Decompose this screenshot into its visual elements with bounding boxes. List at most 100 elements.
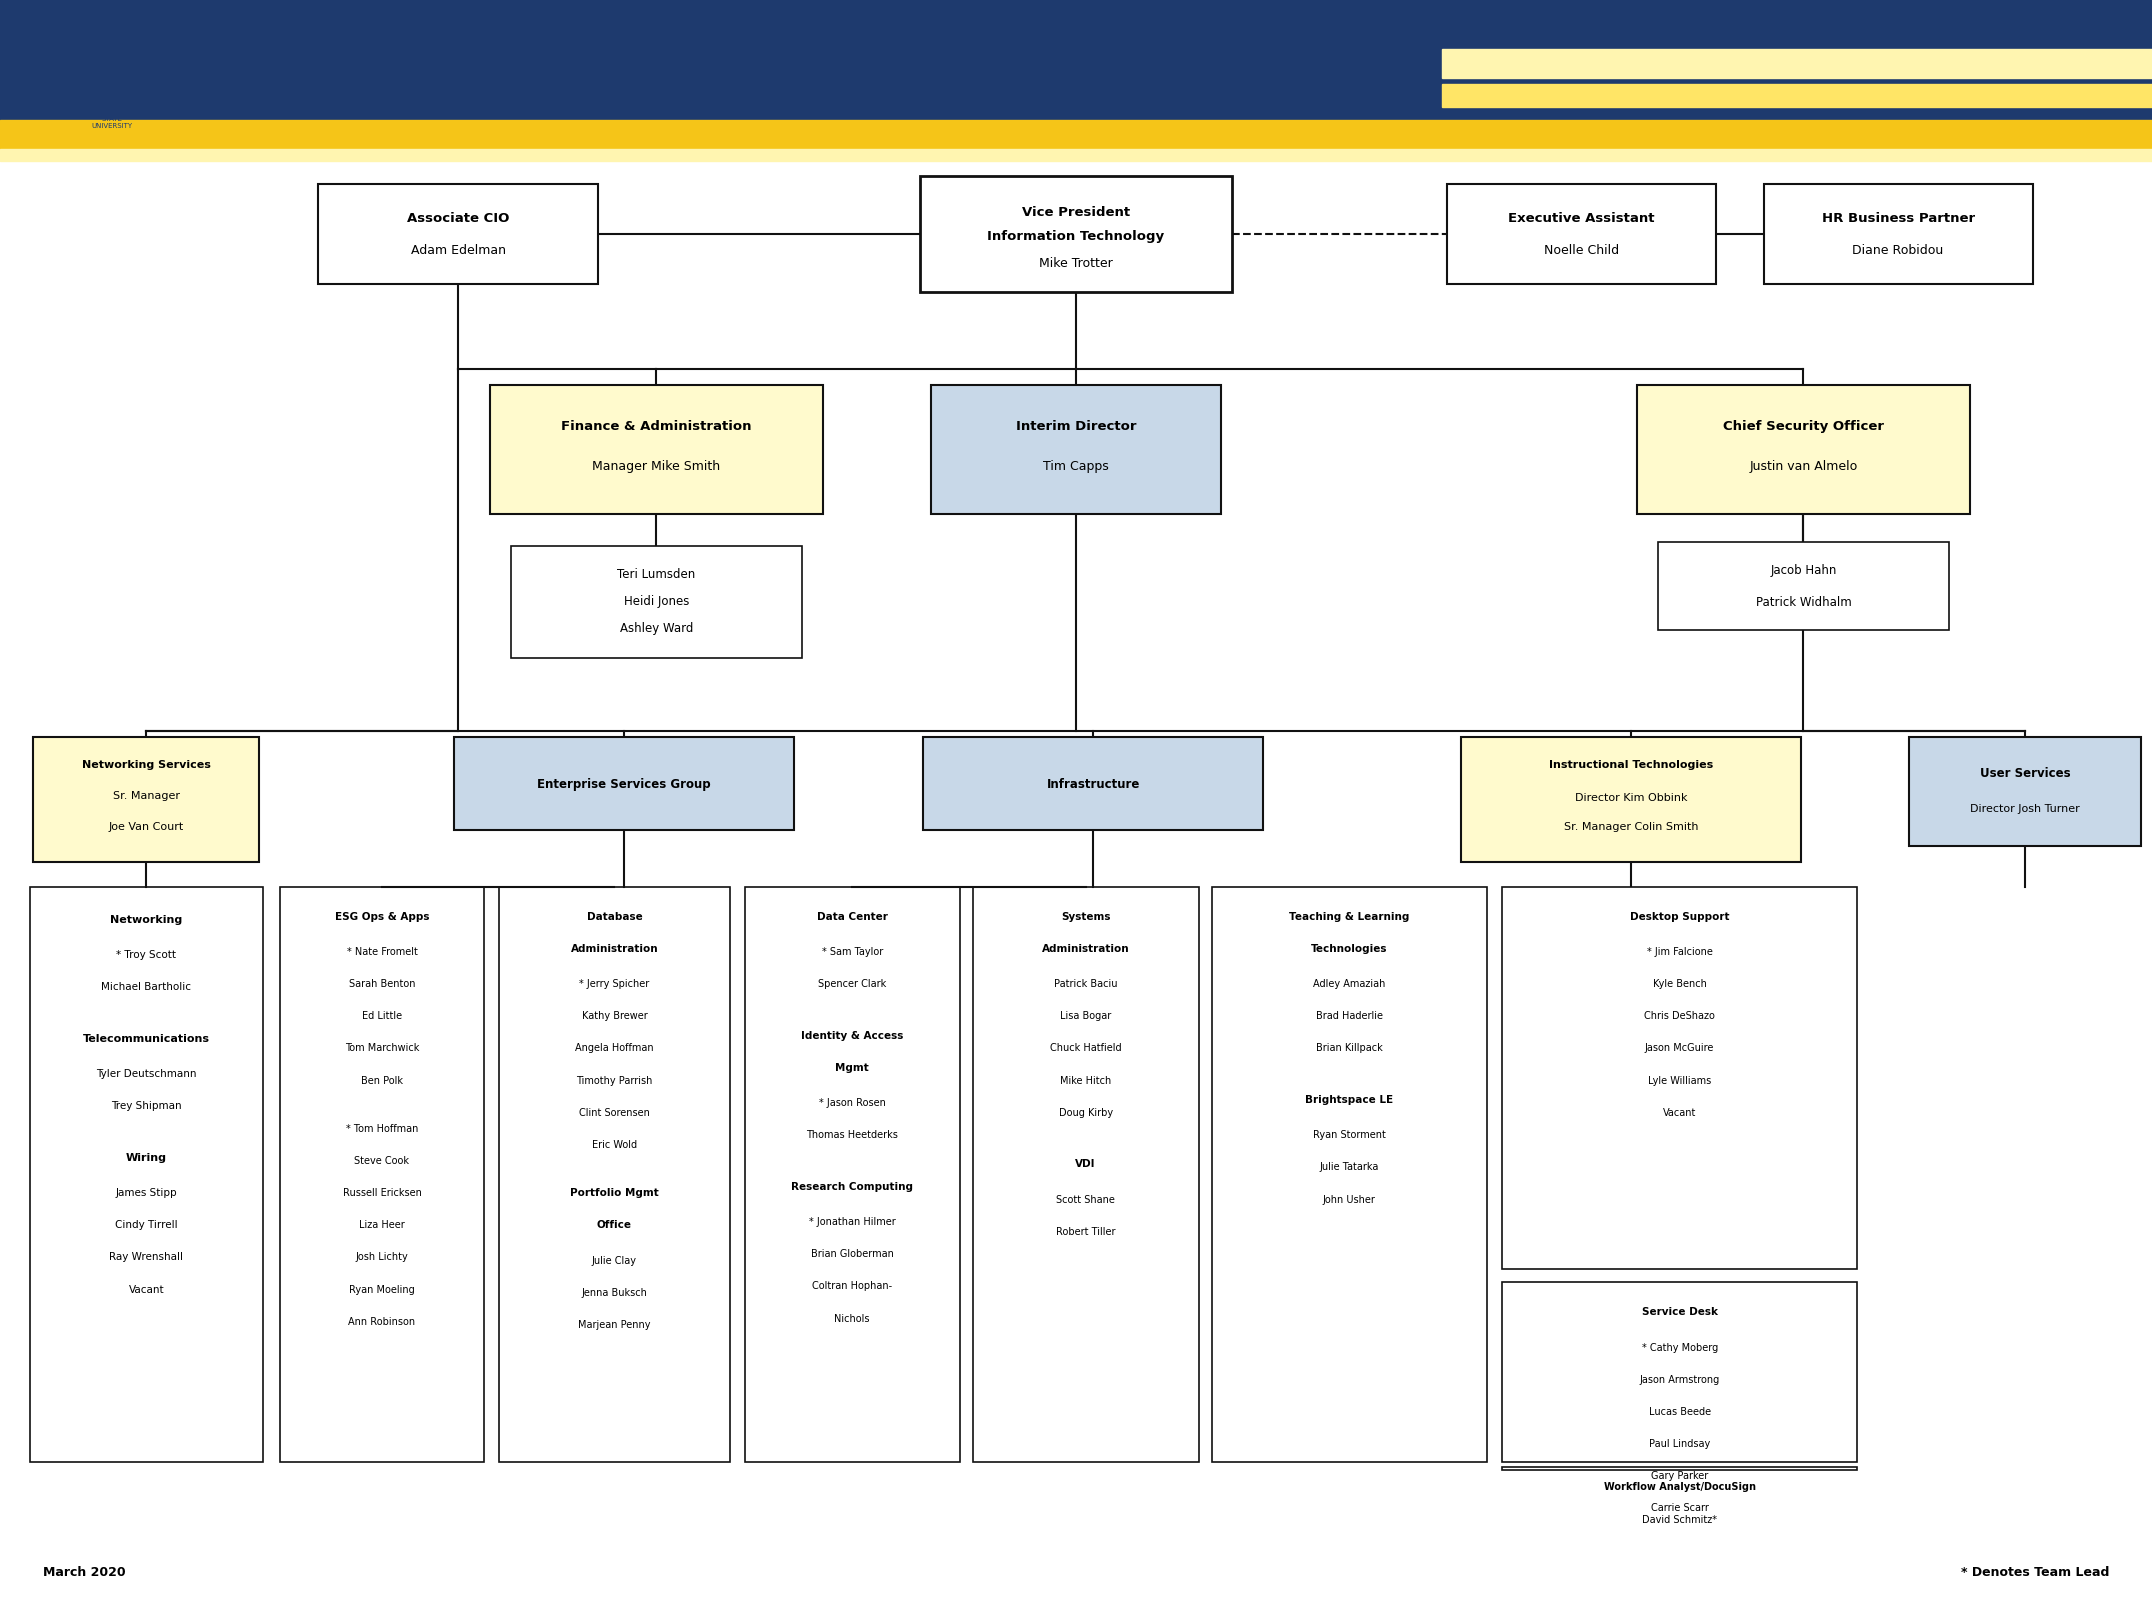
Text: Ryan Moeling: Ryan Moeling [349, 1284, 415, 1294]
Text: Nichols: Nichols [835, 1313, 869, 1323]
FancyBboxPatch shape [973, 887, 1199, 1462]
Text: Director Josh Turner: Director Josh Turner [1971, 804, 2079, 813]
FancyBboxPatch shape [1502, 1467, 1857, 1470]
FancyBboxPatch shape [0, 149, 2152, 162]
Text: Tim Capps: Tim Capps [1044, 460, 1108, 472]
Text: Angela Hoffman: Angela Hoffman [575, 1043, 654, 1053]
Text: Steve Cook: Steve Cook [355, 1155, 409, 1165]
FancyBboxPatch shape [499, 887, 730, 1462]
FancyBboxPatch shape [1212, 887, 1487, 1462]
Text: Portfolio Mgmt: Portfolio Mgmt [570, 1188, 659, 1197]
FancyBboxPatch shape [923, 738, 1263, 831]
FancyBboxPatch shape [1461, 738, 1801, 863]
Text: Infrastructure: Infrastructure [1046, 778, 1141, 791]
FancyBboxPatch shape [1442, 85, 2152, 108]
Text: User Services: User Services [1980, 767, 2070, 779]
Text: Ryan Storment: Ryan Storment [1313, 1130, 1386, 1139]
Text: Chuck Hatfield: Chuck Hatfield [1050, 1043, 1121, 1053]
FancyBboxPatch shape [34, 738, 258, 863]
Text: March 2020: March 2020 [43, 1565, 125, 1578]
Text: Jason Armstrong: Jason Armstrong [1640, 1374, 1719, 1384]
Text: Executive Assistant: Executive Assistant [1509, 212, 1655, 225]
Text: Ray Wrenshall: Ray Wrenshall [110, 1252, 183, 1261]
Text: Jacob Hahn: Jacob Hahn [1771, 564, 1836, 577]
Text: Carrie Scarr: Carrie Scarr [1651, 1503, 1709, 1512]
Text: Desktop Support: Desktop Support [1629, 911, 1730, 921]
FancyBboxPatch shape [318, 185, 598, 284]
Text: HR Business Partner: HR Business Partner [1821, 212, 1976, 225]
Text: Joe Van Court: Joe Van Court [110, 821, 183, 831]
Text: Director Kim Obbink: Director Kim Obbink [1575, 792, 1687, 802]
Text: Patrick Widhalm: Patrick Widhalm [1756, 596, 1851, 609]
Text: * Troy Scott: * Troy Scott [116, 950, 176, 959]
Text: Administration: Administration [1042, 943, 1130, 953]
Text: Coltran Hophan-: Coltran Hophan- [811, 1281, 893, 1290]
Text: * Nate Fromelt: * Nate Fromelt [346, 947, 417, 956]
FancyBboxPatch shape [1636, 386, 1971, 514]
Text: David Schmitz*: David Schmitz* [1642, 1514, 1717, 1523]
Text: Data Center: Data Center [818, 911, 887, 921]
Text: Vice President: Vice President [1022, 206, 1130, 219]
Text: Associate CIO: Associate CIO [407, 212, 510, 225]
Text: Sr. Manager: Sr. Manager [112, 791, 181, 800]
Text: Technologies: Technologies [1311, 943, 1388, 953]
FancyBboxPatch shape [1657, 542, 1950, 630]
Text: * Jerry Spicher: * Jerry Spicher [579, 979, 650, 988]
Text: Brian Globerman: Brian Globerman [811, 1249, 893, 1258]
Text: Tom Marchwick: Tom Marchwick [344, 1043, 420, 1053]
Text: Chief Security Officer: Chief Security Officer [1724, 419, 1883, 432]
Text: Administration: Administration [570, 943, 659, 953]
Text: Workflow Analyst/DocuSign: Workflow Analyst/DocuSign [1603, 1482, 1756, 1491]
Text: Systems: Systems [1061, 911, 1110, 921]
Text: Ed Little: Ed Little [362, 1011, 402, 1020]
Text: Michael Bartholic: Michael Bartholic [101, 982, 192, 992]
Text: Gary Parker: Gary Parker [1651, 1470, 1709, 1480]
Text: Lucas Beede: Lucas Beede [1648, 1406, 1711, 1416]
Text: Lisa Bogar: Lisa Bogar [1061, 1011, 1110, 1020]
Text: VDI: VDI [1076, 1159, 1095, 1168]
Text: * Tom Hoffman: * Tom Hoffman [346, 1123, 417, 1133]
FancyBboxPatch shape [1446, 185, 1717, 284]
Text: Brightspace LE: Brightspace LE [1306, 1094, 1392, 1104]
Text: Identity & Access: Identity & Access [801, 1030, 904, 1040]
Text: Brian Killpack: Brian Killpack [1315, 1043, 1384, 1053]
Text: Josh Lichty: Josh Lichty [355, 1252, 409, 1261]
Text: Organization Structure: Organization Structure [355, 93, 626, 112]
Text: Adley Amaziah: Adley Amaziah [1313, 979, 1386, 988]
Text: Enterprise Services Group: Enterprise Services Group [538, 778, 710, 791]
Text: Scott Shane: Scott Shane [1057, 1194, 1115, 1204]
Text: Justin van Almelo: Justin van Almelo [1750, 460, 1857, 472]
Text: Marjean Penny: Marjean Penny [579, 1319, 650, 1329]
Text: M: M [86, 56, 138, 104]
FancyBboxPatch shape [1765, 185, 2031, 284]
Text: Doug Kirby: Doug Kirby [1059, 1107, 1113, 1117]
FancyBboxPatch shape [30, 887, 263, 1462]
Text: Instructional Technologies: Instructional Technologies [1549, 760, 1713, 770]
FancyBboxPatch shape [1442, 50, 2152, 79]
Text: Database: Database [587, 911, 641, 921]
Text: Ashley Ward: Ashley Ward [620, 622, 693, 635]
Text: ESG Ops & Apps: ESG Ops & Apps [336, 911, 428, 921]
Text: Eric Wold: Eric Wold [592, 1139, 637, 1149]
Text: Robert Tiller: Robert Tiller [1057, 1226, 1115, 1236]
Text: Networking Services: Networking Services [82, 760, 211, 770]
Text: Patrick Baciu: Patrick Baciu [1054, 979, 1117, 988]
Text: Trey Shipman: Trey Shipman [112, 1101, 181, 1110]
Text: * Sam Taylor: * Sam Taylor [822, 947, 882, 956]
FancyBboxPatch shape [1502, 1282, 1857, 1462]
Text: Mike Hitch: Mike Hitch [1061, 1075, 1110, 1085]
Text: Mgmt: Mgmt [835, 1062, 869, 1072]
Text: Liza Heer: Liza Heer [359, 1220, 405, 1229]
Text: Vacant: Vacant [1663, 1107, 1696, 1117]
Text: Research Computing: Research Computing [792, 1181, 912, 1191]
Text: Wiring: Wiring [125, 1152, 168, 1162]
Text: Jenna Buksch: Jenna Buksch [581, 1287, 648, 1297]
Text: Networking: Networking [110, 914, 183, 924]
Text: University Information Technology: University Information Technology [355, 48, 947, 77]
FancyBboxPatch shape [745, 887, 960, 1462]
Text: * Jim Falcione: * Jim Falcione [1646, 947, 1713, 956]
Text: Service Desk: Service Desk [1642, 1306, 1717, 1316]
Text: Mike Trotter: Mike Trotter [1039, 257, 1113, 270]
FancyBboxPatch shape [930, 386, 1222, 514]
Text: * Denotes Team Lead: * Denotes Team Lead [1960, 1565, 2109, 1578]
